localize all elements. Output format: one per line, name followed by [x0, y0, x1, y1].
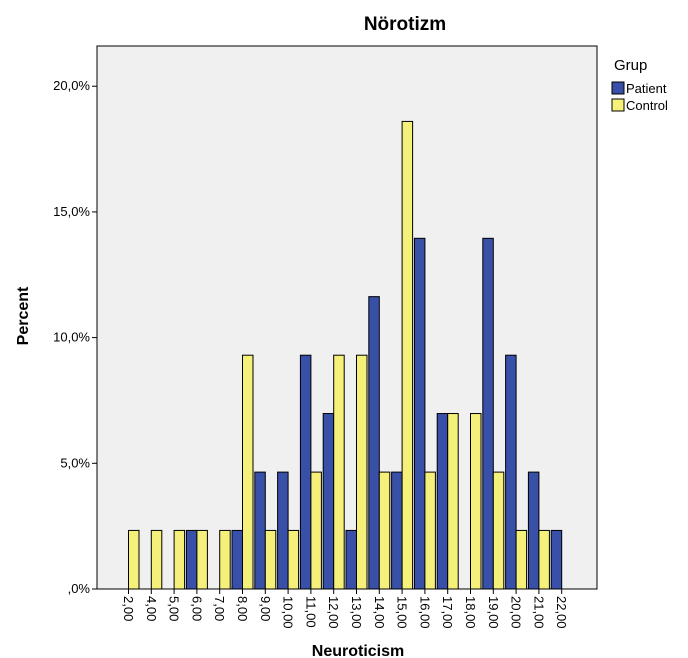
x-tick-label: 8,00	[235, 596, 250, 621]
x-tick-label: 18,00	[463, 596, 478, 629]
bar-patient	[368, 296, 380, 590]
bar-control	[242, 354, 254, 590]
bar-patient	[277, 471, 289, 590]
x-tick-label: 7,00	[212, 596, 227, 621]
x-tick-label: 5,00	[167, 596, 182, 621]
bar-patient	[231, 529, 243, 590]
bar-control	[150, 529, 163, 590]
x-tick-label: 6,00	[189, 596, 204, 621]
bar-control	[378, 471, 391, 590]
x-tick-label: 20,00	[509, 596, 524, 629]
bar-control	[424, 471, 436, 590]
bars-group	[128, 120, 563, 590]
bar-control	[310, 471, 322, 590]
x-tick-label: 4,00	[144, 596, 159, 621]
chart-title: Nörotizm	[364, 14, 446, 35]
x-tick-label: 13,00	[349, 596, 364, 629]
legend: Grup Patient Control	[611, 57, 668, 113]
bar-patient	[322, 413, 335, 590]
bar-patient	[345, 529, 357, 590]
bar-control	[333, 354, 345, 590]
y-tick-label: 15,0%	[53, 204, 90, 219]
x-tick-label: 9,00	[258, 596, 273, 621]
bar-patient	[413, 237, 426, 590]
x-tick-label: 2,00	[121, 596, 136, 621]
bar-control	[492, 471, 505, 590]
x-tick-label: 15,00	[395, 596, 410, 629]
y-tick-label: ,0%	[68, 581, 91, 596]
legend-swatch-control	[611, 98, 625, 112]
x-axis: 2,00 4,00 5,00 6,00 7,00 8,00 9,00 10,00 11,00 12…	[121, 589, 569, 629]
bar-control	[356, 354, 368, 590]
bar-control	[219, 529, 231, 590]
bar-control	[128, 529, 140, 590]
y-tick-label: 20,0%	[53, 78, 90, 93]
bar-control	[538, 529, 550, 590]
legend-title: Grup	[614, 57, 647, 74]
x-tick-label: 12,00	[326, 596, 341, 629]
x-tick-label: 19,00	[486, 596, 501, 629]
x-tick-label: 14,00	[372, 596, 387, 629]
legend-label-control: Control	[626, 98, 668, 113]
bar-patient	[550, 529, 563, 590]
bar-control	[447, 413, 459, 590]
plot-area	[96, 45, 598, 590]
legend-label-patient: Patient	[626, 81, 667, 96]
x-tick-label: 17,00	[440, 596, 455, 629]
x-tick-label: 16,00	[417, 596, 432, 629]
bar-control	[515, 529, 528, 590]
x-tick-label: 21,00	[531, 596, 546, 629]
y-tick-label: 5,0%	[60, 455, 90, 470]
bar-patient	[391, 471, 403, 590]
bar-control	[287, 529, 300, 590]
bar-patient	[254, 471, 266, 590]
bar-patient	[436, 413, 449, 590]
x-axis-title: Neuroticism	[312, 643, 404, 658]
bar-patient	[482, 237, 494, 590]
y-axis: ,0% 5,0% 10,0% 15,0% 20,0%	[53, 78, 97, 596]
bar-patient	[299, 354, 312, 590]
bar-control	[401, 120, 414, 590]
bar-control	[470, 413, 482, 590]
bar-patient	[527, 471, 540, 590]
x-tick-label: 10,00	[281, 596, 296, 629]
x-tick-label: 11,00	[303, 596, 318, 628]
y-tick-label: 10,0%	[53, 330, 90, 345]
bar-control	[264, 529, 277, 590]
legend-swatch-patient	[611, 81, 625, 95]
bar-control	[173, 529, 186, 590]
bar-patient	[185, 529, 198, 590]
bar-control	[196, 529, 208, 590]
y-axis-title: Percent	[15, 286, 32, 345]
bar-patient	[505, 354, 517, 590]
x-tick-label: 22,00	[554, 596, 569, 629]
